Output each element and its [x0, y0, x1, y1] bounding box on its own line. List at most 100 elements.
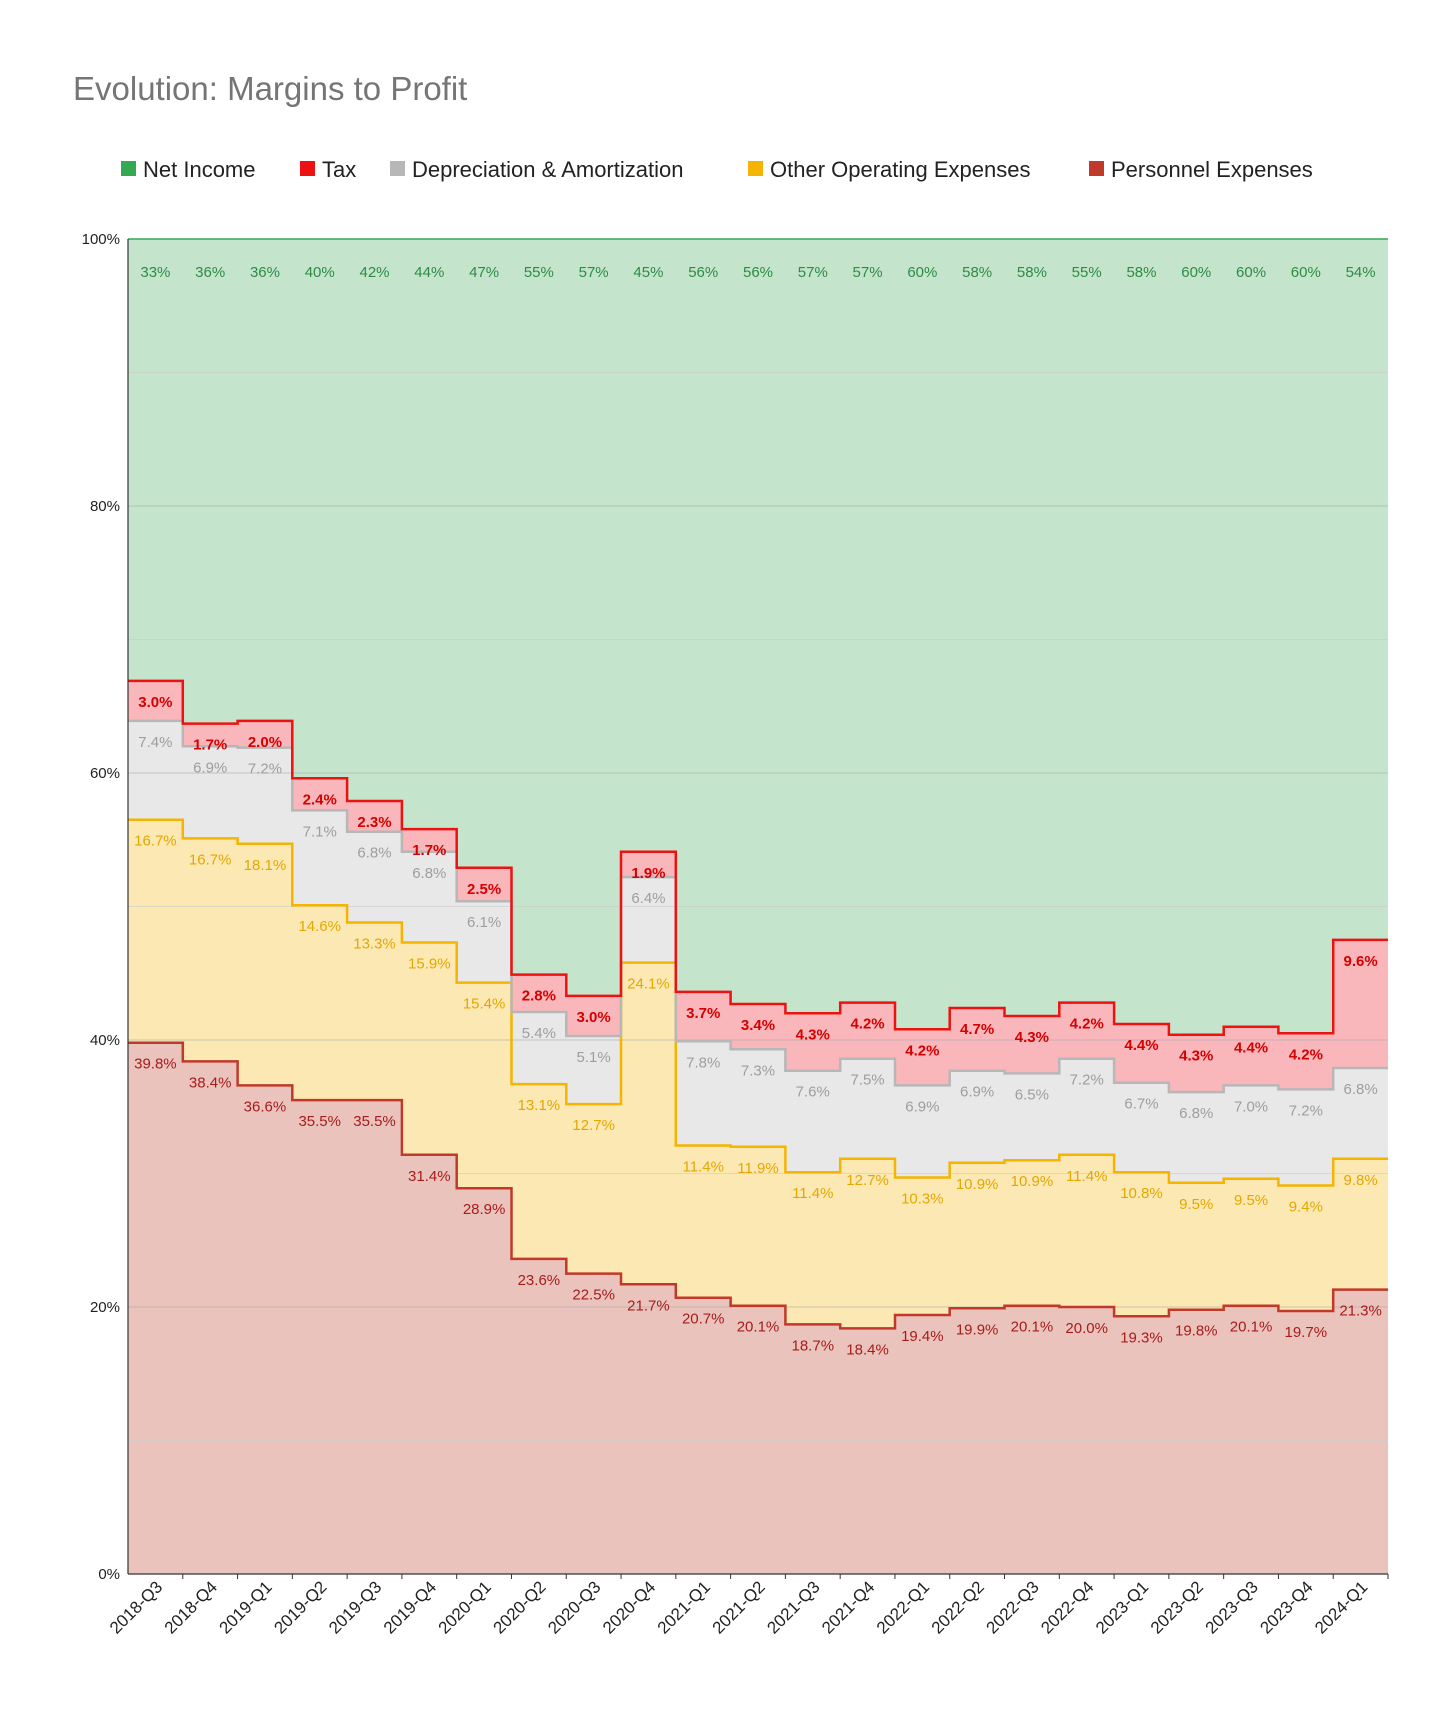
other-operating-expenses-label: 15.4% [463, 996, 506, 1013]
x-tick-label: 2023-Q3 [1202, 1577, 1262, 1637]
net-income-label: 44% [414, 264, 444, 281]
other-operating-expenses-label: 11.4% [1066, 1168, 1107, 1185]
tax-label: 3.4% [741, 1017, 775, 1034]
depreciation-amortization-area [128, 720, 1388, 1186]
tax-label: 4.2% [850, 1016, 884, 1033]
x-tick-label: 2018-Q3 [106, 1577, 166, 1637]
other-operating-expenses-label: 12.7% [846, 1172, 889, 1189]
tax-legend-label: Tax [322, 157, 356, 182]
depreciation-amortization-label: 7.5% [850, 1072, 884, 1089]
net-income-label: 58% [962, 264, 992, 281]
depreciation-amortization-label: 6.8% [1344, 1081, 1378, 1098]
y-tick-label: 0% [98, 1566, 120, 1583]
other-operating-expenses-label: 16.7% [134, 833, 177, 850]
net-income-legend-label: Net Income [143, 157, 256, 182]
other-operating-expenses-legend-label: Other Operating Expenses [770, 157, 1030, 182]
x-tick-label: 2019-Q4 [380, 1577, 440, 1637]
tax-label: 4.2% [1289, 1046, 1323, 1063]
tax-label: 4.4% [1124, 1037, 1158, 1054]
net-income-label: 42% [360, 264, 390, 281]
other-operating-expenses-label: 13.1% [518, 1097, 561, 1114]
depreciation-amortization-label: 7.2% [1070, 1072, 1104, 1089]
personnel-expenses-label: 20.1% [1230, 1319, 1273, 1336]
x-tick-label: 2019-Q3 [325, 1577, 385, 1637]
other-operating-expenses-label: 9.5% [1179, 1196, 1213, 1213]
other-operating-expenses-label: 10.9% [956, 1176, 999, 1193]
net-income-label: 60% [907, 264, 937, 281]
personnel-expenses-label: 19.3% [1120, 1329, 1163, 1346]
personnel-expenses-legend-label: Personnel Expenses [1111, 157, 1313, 182]
depreciation-amortization-label: 6.9% [905, 1098, 939, 1115]
tax-label: 2.5% [467, 881, 501, 898]
tax-label: 2.0% [248, 734, 282, 751]
net-income-label: 45% [633, 264, 663, 281]
depreciation-amortization-label: 6.9% [960, 1084, 994, 1101]
other-operating-expenses-label: 9.4% [1289, 1199, 1323, 1216]
other-operating-expenses-label: 16.7% [189, 851, 232, 868]
net-income-label: 36% [250, 264, 280, 281]
personnel-expenses-label: 23.6% [518, 1272, 561, 1289]
personnel-expenses-label: 21.7% [627, 1297, 670, 1314]
x-tick-label: 2023-Q1 [1092, 1577, 1152, 1637]
other-operating-expenses-legend-swatch [748, 161, 763, 176]
other-operating-expenses-line [128, 818, 1388, 1187]
x-tick-label: 2021-Q3 [763, 1577, 823, 1637]
personnel-expenses-label: 36.6% [244, 1098, 287, 1115]
tax-label: 3.0% [577, 1009, 611, 1026]
tax-label: 4.3% [1015, 1029, 1049, 1046]
tax-line [128, 679, 1388, 1036]
tax-label: 4.2% [1070, 1016, 1104, 1033]
net-income-legend-swatch [121, 161, 136, 176]
depreciation-amortization-label: 7.6% [796, 1084, 830, 1101]
depreciation-amortization-label: 7.1% [303, 823, 337, 840]
personnel-expenses-label: 21.3% [1339, 1303, 1382, 1320]
x-tick-label: 2021-Q2 [709, 1577, 769, 1637]
data-labels: 39.8% 38.4% 36.6% 35.5% 35.5% 31.4% 28.9% 23.6%… [134, 264, 1382, 1358]
x-tick-label: 2019-Q2 [270, 1577, 330, 1637]
depreciation-amortization-label: 7.3% [741, 1062, 775, 1079]
net-income-label: 55% [524, 264, 554, 281]
tax-label: 9.6% [1344, 953, 1378, 970]
personnel-expenses-label: 31.4% [408, 1168, 451, 1185]
tax-label: 3.0% [138, 694, 172, 711]
personnel-expenses-label: 35.5% [353, 1113, 396, 1130]
depreciation-amortization-line [128, 719, 1388, 1094]
personnel-expenses-label: 35.5% [298, 1113, 341, 1130]
depreciation-amortization-label: 6.8% [412, 865, 446, 882]
personnel-expenses-label: 20.1% [737, 1319, 780, 1336]
personnel-expenses-label: 19.9% [956, 1321, 999, 1338]
other-operating-expenses-area [128, 819, 1388, 1329]
x-tick-label: 2022-Q1 [873, 1577, 933, 1637]
other-operating-expenses-label: 12.7% [572, 1117, 615, 1134]
depreciation-amortization-label: 7.8% [686, 1054, 720, 1071]
x-tick-label: 2019-Q1 [216, 1577, 276, 1637]
depreciation-amortization-label: 7.0% [1234, 1098, 1268, 1115]
net-income-label: 56% [688, 264, 718, 281]
chart-title: Evolution: Margins to Profit [73, 70, 467, 107]
tax-legend-swatch [300, 161, 315, 176]
personnel-expenses-label: 20.1% [1011, 1319, 1054, 1336]
depreciation-amortization-label: 7.2% [1289, 1102, 1323, 1119]
x-tick-label: 2024-Q1 [1311, 1577, 1371, 1637]
net-income-area [128, 239, 1388, 1035]
depreciation-amortization-label: 6.5% [1015, 1086, 1049, 1103]
other-operating-expenses-label: 18.1% [244, 857, 287, 874]
x-tick-label: 2022-Q2 [928, 1577, 988, 1637]
y-tick-label: 40% [90, 1032, 120, 1049]
net-income-label: 60% [1181, 264, 1211, 281]
x-tick-label: 2020-Q1 [435, 1577, 495, 1637]
net-income-label: 60% [1236, 264, 1266, 281]
personnel-expenses-label: 39.8% [134, 1056, 177, 1073]
personnel-expenses-label: 18.7% [792, 1337, 835, 1354]
tax-label: 4.3% [1179, 1048, 1213, 1065]
other-operating-expenses-label: 15.9% [408, 956, 451, 973]
x-tick-label: 2021-Q4 [818, 1577, 878, 1637]
tax-label: 4.7% [960, 1021, 994, 1038]
other-operating-expenses-label: 13.3% [353, 936, 396, 953]
x-tick-label: 2020-Q4 [599, 1577, 659, 1637]
net-income-label: 57% [853, 264, 883, 281]
x-tick-label: 2020-Q2 [489, 1577, 549, 1637]
net-income-label: 57% [579, 264, 609, 281]
depreciation-amortization-label: 6.8% [1179, 1105, 1213, 1122]
